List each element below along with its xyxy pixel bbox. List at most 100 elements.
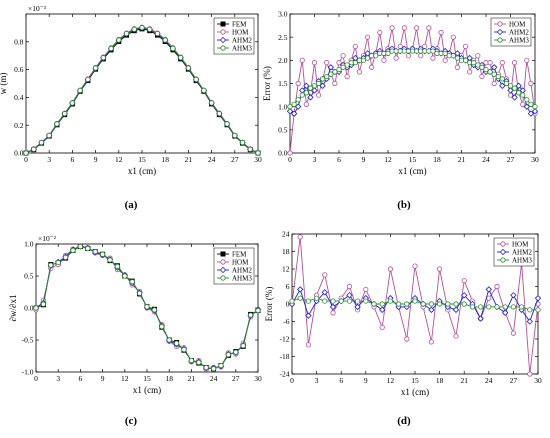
y-axis-label: Error (%) [262,66,272,101]
data-point [527,371,533,377]
data-point [532,104,538,110]
legend-label: AHM2 [232,37,252,45]
data-point [23,150,29,156]
legend-label: AHM3 [232,275,252,283]
data-point [363,298,369,304]
data-point [307,85,314,91]
data-point [225,352,231,358]
data-point [401,25,407,31]
y-tick-label: 6 [286,282,290,291]
legend-marker [496,28,504,36]
panel-label-b: (b) [397,199,411,211]
data-point [193,76,199,83]
data-point [445,301,451,307]
data-point [346,292,353,299]
x-tick-label: 3 [56,374,60,383]
data-point [303,101,309,107]
data-point [287,150,293,156]
data-point [201,87,207,94]
data-point [364,55,371,61]
data-point [248,312,254,318]
data-point [364,34,371,40]
data-point [428,301,434,307]
x-tick-label: 0 [24,155,28,164]
data-point [240,343,246,349]
data-point [329,303,337,311]
legend-marker [220,29,226,35]
data-point [122,273,128,279]
y-axis-label: Error (%) [264,287,274,322]
data-point [289,298,295,304]
legend-marker [220,45,226,51]
data-point [454,64,461,70]
data-point [371,301,377,307]
y-tick-label: 0.6 [14,65,24,74]
data-point [216,111,222,117]
data-point [330,298,336,304]
data-point [430,48,436,54]
data-point [286,108,294,115]
data-point [518,304,525,310]
x-tick-label: 21 [460,376,468,385]
panel-label-a: (a) [125,199,138,211]
data-point [85,76,91,83]
x-tick-label: 0 [288,155,292,164]
data-point [144,304,150,310]
data-point [486,295,492,301]
data-point [524,57,530,63]
data-point [344,73,350,80]
data-point [426,25,432,31]
series-ahm3 [287,48,538,110]
data-point [332,69,338,75]
data-point [338,298,344,304]
data-point [31,146,37,152]
data-point [181,346,187,353]
x-tick-label: 9 [101,374,105,383]
x-tick-label: 15 [138,155,146,164]
data-point [147,26,153,32]
legend-label: AHM2 [509,29,529,37]
x-tick-label: 0 [34,374,38,383]
data-point [218,362,224,369]
y-tick-label: 0.0 [278,149,288,158]
data-point [162,37,168,43]
data-point [511,85,518,91]
data-point [295,80,301,87]
data-point [305,298,311,304]
series-ahm3 [289,295,541,313]
data-point [471,60,477,66]
y-tick-label: 24 [282,230,290,239]
legend-label: HOM [232,259,249,267]
panel-label-c: (c) [125,415,138,427]
data-point [185,65,191,71]
x-tick-label: 24 [485,376,493,385]
x-tick-label: 15 [143,374,151,383]
x-tick-label: 3 [313,155,317,164]
data-point [479,64,485,70]
data-point [340,64,346,70]
x-axis-label: x1 (cm) [128,166,156,176]
data-point [487,69,493,75]
x-tick-label: 21 [185,155,193,164]
data-point [495,73,501,80]
y-tick-label: -0.5 [22,336,34,345]
data-point [62,254,69,261]
data-point [330,310,336,316]
legend-marker [499,248,507,256]
data-point [528,80,534,87]
data-point [442,57,448,63]
data-point [131,26,137,32]
y-tick-label: 1.5 [278,79,288,88]
data-point [151,307,157,313]
x-tick-label: 15 [411,376,419,385]
data-point [255,307,261,314]
chart-3: 0 3 6 9 12 15 18 21 24 27 30 -24 -18 -12 -6 0 6 12 18 24 x1 … [264,230,542,397]
panel-label-d: (d) [397,415,411,427]
data-point [373,53,379,59]
x-tick-label: 30 [534,376,542,385]
x-tick-label: 21 [458,155,466,164]
y-tick-label: 0.5 [24,272,34,281]
data-point [499,76,505,82]
